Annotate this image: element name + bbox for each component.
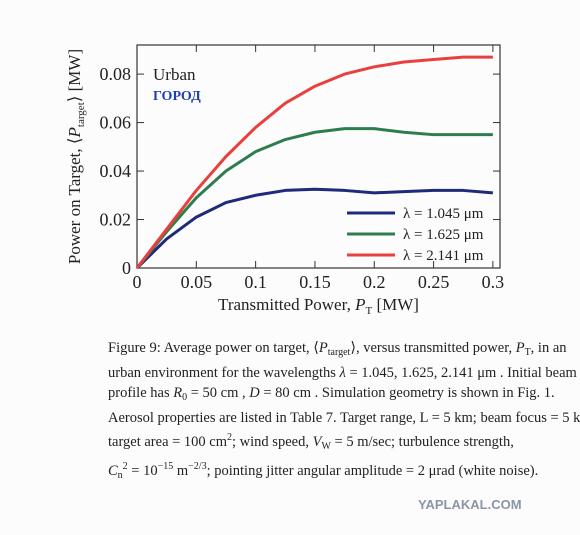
caption-line: Figure 9: Average power on target, ⟨Ptar…	[108, 338, 578, 363]
y-tick-label: 0	[122, 258, 131, 278]
chart: 0 0.05 0.1 0.15 0.2 0.25 0.3 0 0.02 0.04 0.06 0.08 T…	[65, 44, 505, 317]
caption-text: target	[327, 347, 351, 358]
caption-text: 0	[182, 392, 188, 403]
x-tick-label: 0.25	[418, 272, 450, 292]
caption-line: urban environment for the wavelengths λ …	[108, 363, 578, 383]
legend-label: λ = 1.045 μm	[403, 206, 484, 222]
caption-text: −2/3	[188, 461, 207, 472]
series-line	[135, 55, 493, 269]
caption-text: P	[515, 340, 525, 356]
caption-text: n	[117, 470, 123, 481]
caption-text: m	[173, 463, 189, 479]
caption-line: profile has R0 = 50 cm , D = 80 cm . Sim…	[108, 383, 578, 408]
annotation: ГОРОД	[153, 89, 201, 104]
x-tick-label: 0.05	[181, 272, 213, 292]
caption-text: ⟩, versus transmitted power,	[350, 340, 516, 356]
x-tick-label: 0	[133, 272, 142, 292]
caption-text: = 80 cm . Simulation geometry is shown i…	[259, 385, 555, 401]
series-line	[135, 187, 494, 270]
watermark: YAPLAKAL.COM	[418, 497, 522, 512]
x-tick-label: 0.3	[482, 272, 505, 292]
caption-text: urban environment for the wavelengths	[108, 365, 340, 381]
caption-line: Aerosol properties are listed in Table 7…	[108, 408, 580, 428]
caption-text: λ	[339, 365, 346, 381]
caption-text: 2	[122, 461, 128, 472]
caption-text: 2	[227, 432, 233, 443]
y-axis-label-unit: ⟩ [MW]	[65, 49, 84, 102]
caption-text: = 50 cm ,	[187, 385, 250, 401]
caption-text: ; wind speed,	[232, 434, 313, 450]
caption-text: ; pointing jitter angular amplitude = 2 …	[206, 463, 539, 479]
y-axis-label-sub: target	[75, 102, 87, 127]
caption-text: = 5 m/sec; turbulence strength,	[330, 434, 514, 450]
caption: Figure 9: Average power on target, ⟨Ptar…	[108, 338, 580, 486]
x-axis-label-symbol: P	[354, 295, 365, 314]
plot-frame	[136, 44, 501, 269]
legend-label: λ = 2.141 μm	[403, 248, 484, 264]
caption-text: W	[321, 441, 331, 452]
x-axis-label-sub: T	[365, 305, 372, 317]
caption-text: T	[524, 347, 531, 358]
y-axis-label-text: Power on Target, ⟨	[65, 137, 84, 264]
x-axis-label: Transmitted Power, PT [MW]	[218, 295, 419, 317]
x-tick-label: 0.15	[299, 272, 331, 292]
y-axis-label: Power on Target, ⟨Ptarget⟩ [MW]	[65, 49, 87, 264]
caption-line: Cn2 = 10−15 m−2/3; pointing jitter angul…	[108, 457, 578, 486]
caption-text: Figure 9: Average power on target, ⟨	[108, 340, 319, 356]
x-axis-label-text: Transmitted Power,	[218, 295, 355, 314]
y-tick-label: 0.06	[100, 113, 132, 133]
caption-text: profile has	[108, 385, 174, 401]
caption-text: −15	[157, 461, 174, 472]
annotation: Urban	[153, 65, 196, 84]
series-line	[135, 127, 493, 269]
x-axis-label-unit: [MW]	[372, 295, 419, 314]
y-tick-label: 0.04	[100, 161, 132, 181]
caption-text: = 1.045, 1.625, 2.141 μm . Initial beam	[345, 365, 577, 381]
caption-line: target area = 100 cm2; wind speed, VW = …	[108, 428, 578, 457]
caption-text: Aerosol properties are listed in Table 7…	[108, 410, 580, 426]
caption-text: target area = 100 cm	[108, 434, 228, 450]
caption-text: V	[312, 434, 322, 450]
caption-text: , in an	[530, 340, 567, 356]
caption-text: P	[318, 340, 328, 356]
x-tick-label: 0.1	[244, 272, 267, 292]
legend-label: λ = 1.625 μm	[403, 227, 484, 243]
caption-text: C	[108, 463, 118, 479]
y-axis-label-symbol: P	[65, 127, 84, 138]
caption-text: = 10	[127, 463, 158, 479]
y-tick-label: 0.08	[100, 64, 132, 84]
caption-text: R	[173, 385, 183, 401]
y-tick-label: 0.02	[100, 210, 132, 230]
caption-text: D	[249, 385, 260, 401]
x-tick-label: 0.2	[363, 272, 386, 292]
